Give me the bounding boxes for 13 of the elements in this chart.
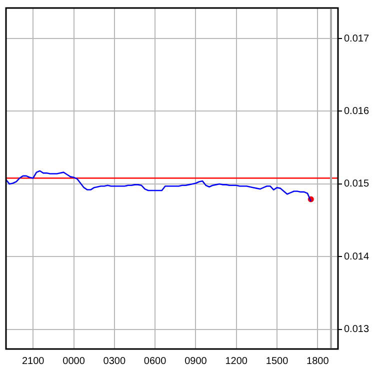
x-tick-label: 1200 — [225, 356, 248, 367]
x-tick-label: 0300 — [103, 356, 126, 367]
x-tick-label: 0600 — [144, 356, 167, 367]
x-tick-label: 1800 — [306, 356, 330, 367]
y-tick-label: 0.017 — [344, 33, 370, 44]
x-tick-label: 2100 — [22, 356, 45, 367]
y-tick-label: 0.015 — [344, 178, 370, 190]
y-tick-label: 0.016 — [344, 106, 370, 117]
x-tick-label: 1500 — [266, 356, 289, 367]
y-tick-label: 0.013 — [344, 324, 370, 336]
y-tick-label: 0.014 — [344, 251, 370, 262]
x-tick-label: 0900 — [184, 356, 208, 367]
x-tick-label: 0000 — [62, 356, 86, 367]
